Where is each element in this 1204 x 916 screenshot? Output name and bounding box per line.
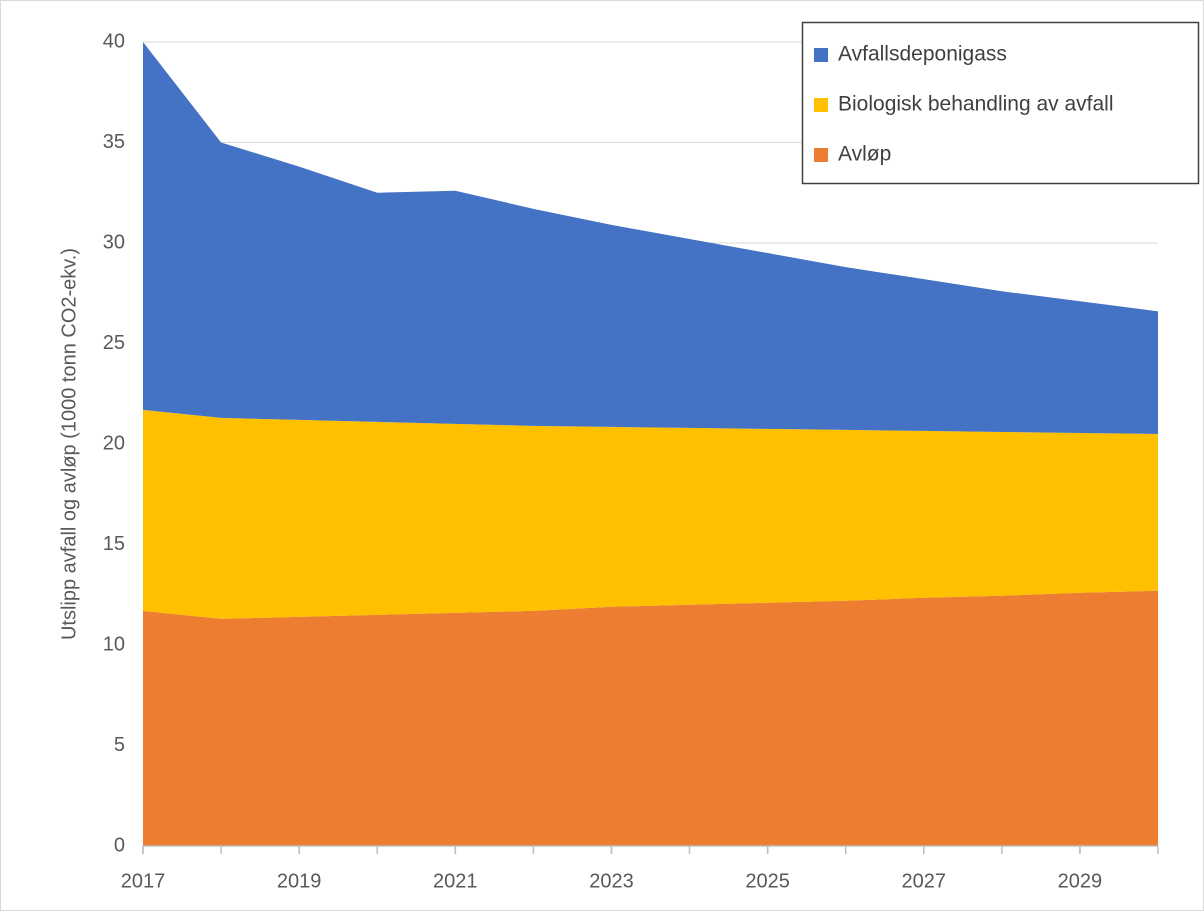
- legend-label: Avløp: [838, 143, 891, 166]
- y-tick-label: 10: [103, 633, 125, 655]
- x-tick-label: 2029: [1058, 870, 1103, 892]
- y-tick-label: 35: [103, 131, 125, 153]
- legend-swatch: [814, 98, 828, 112]
- y-tick-label: 25: [103, 332, 125, 354]
- legend-swatch: [814, 48, 828, 62]
- x-tick-label: 2021: [433, 870, 478, 892]
- legend-swatch: [814, 148, 828, 162]
- legend-label: Biologisk behandling av avfall: [838, 93, 1114, 116]
- y-tick-label: 40: [103, 30, 125, 52]
- area: [143, 409, 1158, 619]
- legend-box: [801, 21, 1200, 185]
- y-tick-label: 0: [114, 834, 125, 856]
- area: [143, 42, 1158, 434]
- areas: [143, 42, 1158, 846]
- legend-label: Avfallsdeponigass: [838, 43, 1007, 66]
- x-tick-label: 2017: [121, 870, 166, 892]
- y-tick-label: 5: [114, 734, 125, 756]
- x-tick-label: 2023: [589, 870, 634, 892]
- y-tick-label: 15: [103, 533, 125, 555]
- y-axis-label: Utslipp avfall og avløp (1000 tonn CO2-e…: [58, 248, 80, 640]
- y-tick-label: 20: [103, 432, 125, 454]
- x-tick-label: 2025: [745, 870, 790, 892]
- y-tick-label: 30: [103, 231, 125, 253]
- area: [143, 590, 1158, 846]
- x-tick-label: 2019: [277, 870, 322, 892]
- legend: Avfallsdeponigass Biologisk behandling av…: [801, 21, 1200, 185]
- x-tick-label: 2027: [902, 870, 947, 892]
